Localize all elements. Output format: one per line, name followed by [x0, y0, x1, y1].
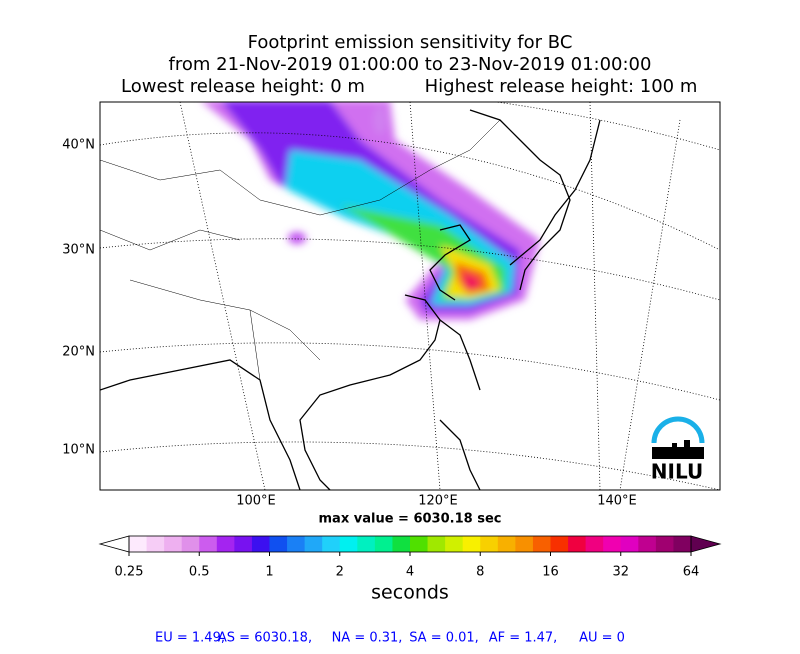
colorbar-tick-label: 0.25 [115, 565, 144, 580]
colorbar-over [690, 535, 722, 553]
colorbar-segment [322, 536, 341, 552]
colorbar-segment [515, 536, 534, 552]
title: Footprint emission sensitivity for BC [248, 32, 573, 53]
colorbar-segment [181, 536, 200, 552]
colorbar-tick-label: 64 [683, 565, 700, 580]
lon-label: 120°E [418, 494, 458, 509]
colorbar-segment [673, 536, 692, 552]
colorbar-segment [234, 536, 253, 552]
colorbar-tick-label: 4 [406, 565, 414, 580]
logo-text: NILU [651, 460, 703, 484]
borders [100, 119, 501, 381]
colorbar-segment [603, 536, 622, 552]
colorbar-segment [497, 536, 516, 552]
colorbar-tick-label: 1 [265, 565, 273, 580]
colorbar-segment [129, 536, 148, 552]
region-total: NA = 0.31, [332, 631, 403, 646]
colorbar-segment [374, 536, 393, 552]
region-total: EU = 1.49, [155, 631, 225, 646]
colorbar: 0.25 0.5 1 2 4 8 16 32 64 [98, 535, 722, 580]
lat-label: 30°N [62, 243, 95, 258]
lat-label: 40°N [62, 138, 95, 153]
colorbar-under [98, 535, 130, 553]
region-total: AU = 0 [579, 631, 625, 646]
colorbar-segment [216, 536, 235, 552]
region-total: AS = 6030.18, [218, 631, 312, 646]
colorbar-tick-label: 2 [336, 565, 344, 580]
colorbar-segment [480, 536, 499, 552]
nilu-logo [651, 416, 705, 459]
map-frame [99, 101, 721, 491]
colorbar-label: seconds [371, 582, 449, 604]
colorbar-segment [269, 536, 288, 552]
colorbar-tick-label: 8 [476, 565, 484, 580]
lon-label: 100°E [236, 494, 276, 509]
colorbar-tick-label: 16 [542, 565, 559, 580]
lat-label: 20°N [62, 345, 95, 360]
region-totals: EU = 1.49,AS = 6030.18, NA = 0.31, SA = 0.… [155, 631, 625, 646]
colorbar-segment [287, 536, 306, 552]
colorbar-segment [638, 536, 657, 552]
colorbar-segment [410, 536, 429, 552]
colorbar-segment [392, 536, 411, 552]
colorbar-segment [146, 536, 165, 552]
colorbar-tick-label: 0.5 [189, 565, 210, 580]
colorbar-segment [585, 536, 604, 552]
lon-label: 140°E [597, 494, 637, 509]
colorbar-segment [339, 536, 358, 552]
lowest-release: Lowest release height: 0 m [121, 76, 365, 97]
colorbar-segment [304, 536, 323, 552]
subtitle: from 21-Nov-2019 01:00:00 to 23-Nov-2019… [169, 54, 652, 75]
region-total: AF = 1.47, [489, 631, 558, 646]
colorbar-segment [357, 536, 376, 552]
max-value: max value = 6030.18 sec [319, 512, 502, 527]
colorbar-segment [199, 536, 218, 552]
region-total: SA = 0.01, [409, 631, 479, 646]
colorbar-segment [655, 536, 674, 552]
graticule [100, 102, 720, 490]
colorbar-segment [427, 536, 446, 552]
colorbar-segment [568, 536, 587, 552]
colorbar-tick-label: 32 [612, 565, 629, 580]
colorbar-segment [462, 536, 481, 552]
colorbar-segment [164, 536, 183, 552]
plume [202, 102, 540, 320]
colorbar-segment [532, 536, 551, 552]
colorbar-segment [620, 536, 639, 552]
colorbar-segment [445, 536, 464, 552]
lat-label: 10°N [62, 443, 95, 458]
highest-release: Highest release height: 100 m [425, 76, 698, 97]
coastlines [100, 109, 601, 490]
colorbar-segment [251, 536, 270, 552]
colorbar-segment [550, 536, 569, 552]
map [100, 102, 720, 490]
